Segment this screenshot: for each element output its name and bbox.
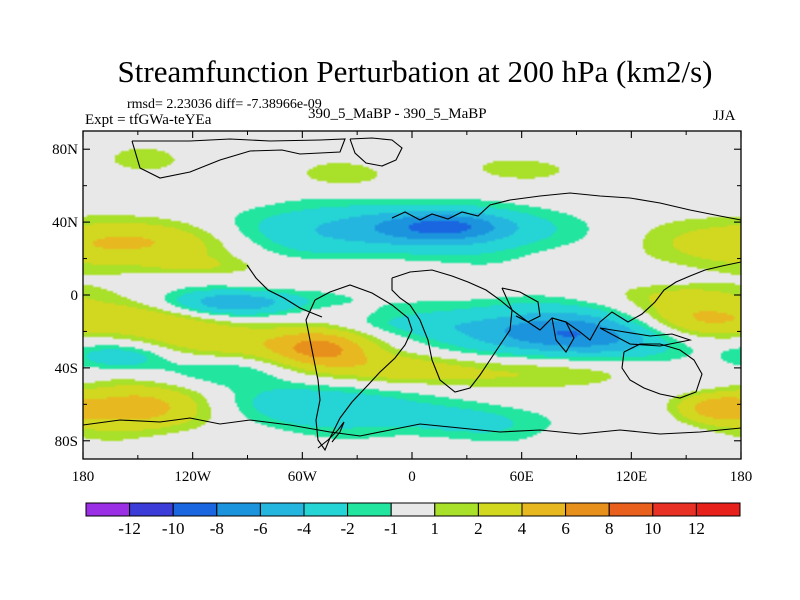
colorbar-box <box>347 502 392 517</box>
y-tick-label: 40S <box>55 361 78 377</box>
x-tick-label: 60E <box>510 469 534 485</box>
colorbar-box <box>565 502 610 517</box>
coastline-antarctic-peninsula <box>317 421 345 449</box>
colorbar-label: -1 <box>384 519 398 538</box>
colorbar-box <box>85 502 131 517</box>
y-tick-label: 0 <box>71 288 79 304</box>
y-tick-label: 80N <box>52 142 78 158</box>
colorbar-box <box>390 502 436 517</box>
colorbar-box <box>259 502 305 517</box>
colorbar-box <box>521 502 567 517</box>
comparison-label: 390_5_MaBP - 390_5_MaBP <box>308 106 487 122</box>
colorbar-box <box>303 502 349 517</box>
colorbar-box <box>434 502 479 517</box>
y-tick-label: 80S <box>55 434 78 450</box>
x-tick-label: 60W <box>288 469 318 485</box>
coastline-india <box>551 317 575 353</box>
coastline-south-america <box>305 284 413 452</box>
colorbar: -12 -10 -8 -6 -4 -2 -1 1 2 4 6 8 10 12 <box>85 502 741 538</box>
chart-title: Streamfunction Perturbation at 200 hPa (… <box>117 54 713 89</box>
colorbar-label: 4 <box>518 519 527 538</box>
coastline-central-america <box>246 264 323 318</box>
colorbar-box <box>216 502 261 517</box>
coastline-eurasia <box>391 192 741 221</box>
colorbar-label: 6 <box>561 519 570 538</box>
colorbar-box <box>608 502 654 517</box>
colorbar-label: 2 <box>474 519 483 538</box>
coastline-indonesia <box>599 327 693 347</box>
colorbar-label: 1 <box>431 519 440 538</box>
colorbar-box <box>477 502 523 517</box>
colorbar-box <box>172 502 218 517</box>
y-tick-label: 40N <box>52 215 78 231</box>
coastline-greenland <box>349 137 403 167</box>
colorbar-label: -2 <box>341 519 355 538</box>
x-tick-label: 180 <box>730 469 753 485</box>
colorbar-box <box>129 502 174 517</box>
colorbar-label: 8 <box>605 519 614 538</box>
colorbar-label: 10 <box>644 519 661 538</box>
x-tick-label: 0 <box>408 469 416 485</box>
colorbar-label: -12 <box>118 519 141 538</box>
coastline-africa <box>391 269 513 393</box>
colorbar-box <box>652 502 697 517</box>
colorbar-box <box>695 502 741 517</box>
coastline-australia <box>621 343 703 399</box>
stats-text: rmsd= 2.23036 diff= -7.38966e-09 <box>127 97 322 112</box>
colorbar-label: -8 <box>210 519 224 538</box>
coastline-north-america <box>131 138 346 179</box>
colorbar-label: -10 <box>162 519 185 538</box>
x-tick-label: 120E <box>615 469 647 485</box>
coastline-antarctica <box>83 417 741 437</box>
colorbar-label: -4 <box>297 519 312 538</box>
coastline <box>83 137 741 452</box>
coastline-asia-south <box>515 261 741 341</box>
x-tick-label: 180 <box>72 469 95 485</box>
x-tick-label: 120W <box>174 469 212 485</box>
experiment-label: Expt = tfGWa-teYEa <box>85 112 212 128</box>
axis-ticks: 180 120W 60W 0 60E 120E 180 80N 40N 0 40S 80S <box>52 131 752 485</box>
streamfunction-field <box>83 131 741 459</box>
season-label: JJA <box>713 108 736 124</box>
colorbar-label: 12 <box>688 519 705 538</box>
colorbar-label: -6 <box>253 519 267 538</box>
coastline-arabia <box>501 287 541 323</box>
